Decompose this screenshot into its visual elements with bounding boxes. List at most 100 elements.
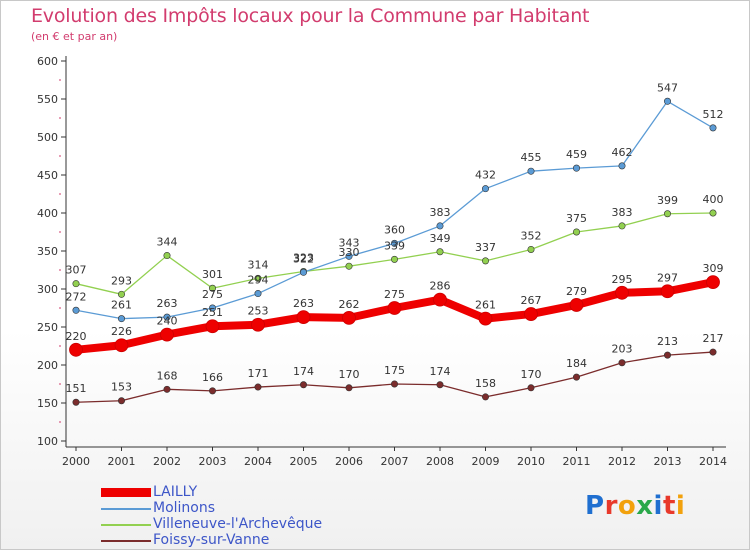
data-point xyxy=(572,228,580,236)
data-point xyxy=(663,97,671,105)
data-point xyxy=(345,262,353,270)
data-label: 261 xyxy=(111,299,132,312)
axes: 100 150 200 250 300 350 400 450 500 550 600 2000 200… xyxy=(37,55,727,468)
data-label: 213 xyxy=(657,335,678,348)
y-tick-label: 200 xyxy=(37,359,58,372)
data-point xyxy=(72,306,80,314)
x-tick-label: 2012 xyxy=(608,455,636,468)
data-point xyxy=(254,383,262,391)
data-point xyxy=(254,274,262,282)
data-label: 263 xyxy=(157,297,178,310)
data-point xyxy=(163,252,171,260)
data-point xyxy=(706,275,720,290)
data-label: 309 xyxy=(703,262,724,275)
data-point xyxy=(478,311,493,326)
x-tick-label: 2008 xyxy=(426,455,454,468)
data-point xyxy=(209,304,217,312)
data-point xyxy=(160,327,174,342)
y-tick-label: 450 xyxy=(37,169,58,182)
y-tick-label: 550 xyxy=(37,93,58,106)
data-label: 175 xyxy=(384,364,405,377)
data-point xyxy=(618,359,626,367)
data-label: 297 xyxy=(657,271,678,284)
chart-title: Evolution des Impôts locaux pour la Comm… xyxy=(31,5,590,27)
chart-subtitle: (en € et par an) xyxy=(31,30,118,43)
data-point xyxy=(569,298,584,312)
data-label: 220 xyxy=(66,330,87,343)
data-point xyxy=(390,255,398,263)
data-label: 158 xyxy=(475,377,496,390)
data-label: 279 xyxy=(566,285,587,298)
data-point xyxy=(524,307,538,321)
data-label: 217 xyxy=(703,332,724,345)
legend-swatch-foissy xyxy=(101,540,151,542)
data-point xyxy=(663,210,671,218)
legend-label-villeneuve: Villeneuve-l'Archevêque xyxy=(153,516,323,532)
data-label: 307 xyxy=(66,264,87,277)
x-tick-label: 2013 xyxy=(654,455,682,468)
data-label: 375 xyxy=(566,212,587,225)
data-label: 462 xyxy=(612,146,633,159)
logo-letter: P xyxy=(585,491,605,521)
data-point xyxy=(481,185,489,193)
logo-letter: t xyxy=(662,491,676,521)
data-labels-layer: 151 153 168 166 171 174 170 175 174 158 170 184 203 2… xyxy=(66,81,724,395)
data-point xyxy=(709,348,717,356)
series-layer xyxy=(69,97,720,406)
data-label: 151 xyxy=(66,382,87,395)
data-label: 512 xyxy=(703,108,724,121)
data-point xyxy=(709,209,717,217)
logo-letter: i xyxy=(675,491,686,521)
data-point xyxy=(163,313,171,321)
data-label: 251 xyxy=(202,306,223,319)
data-label: 275 xyxy=(384,288,405,301)
data-point xyxy=(299,381,307,389)
x-tick-label: 2007 xyxy=(381,455,409,468)
data-label: 330 xyxy=(339,246,360,259)
y-tick-label: 400 xyxy=(37,207,58,220)
x-tick-label: 2006 xyxy=(335,455,363,468)
data-point xyxy=(527,245,535,253)
data-label: 455 xyxy=(521,151,542,164)
data-point xyxy=(436,381,444,389)
logo-letter: r xyxy=(604,491,618,521)
data-point xyxy=(618,162,626,170)
data-point xyxy=(296,310,311,325)
data-label: 400 xyxy=(703,193,724,206)
data-label: 226 xyxy=(111,325,132,338)
y-tick-label: 600 xyxy=(37,55,58,68)
data-point xyxy=(663,351,671,359)
data-point xyxy=(72,280,80,288)
x-tick-label: 2004 xyxy=(244,455,272,468)
y-tick-label: 100 xyxy=(37,435,58,448)
data-label: 174 xyxy=(430,365,451,378)
data-point xyxy=(345,252,353,260)
data-label: 272 xyxy=(66,290,87,303)
x-tick-label: 2000 xyxy=(62,455,90,468)
data-label: 432 xyxy=(475,169,496,182)
data-label: 263 xyxy=(293,297,314,310)
legend-swatch-lailly xyxy=(101,488,151,497)
data-label: 253 xyxy=(248,305,269,318)
data-point xyxy=(69,342,83,357)
data-label: 275 xyxy=(202,288,223,301)
data-point xyxy=(254,290,262,298)
y-tick-label: 250 xyxy=(37,321,58,334)
data-label: 352 xyxy=(521,229,542,242)
data-label: 171 xyxy=(248,367,269,380)
data-point xyxy=(527,384,535,392)
y-tick-label: 350 xyxy=(37,245,58,258)
data-label: 170 xyxy=(521,368,542,381)
data-point xyxy=(251,317,265,332)
data-label: 383 xyxy=(430,206,451,219)
data-label: 153 xyxy=(111,381,132,394)
legend-label-molinons: Molinons xyxy=(153,500,216,516)
data-label: 262 xyxy=(339,298,360,311)
logo-letter: o xyxy=(617,491,637,521)
x-tick-label: 2010 xyxy=(517,455,545,468)
data-point xyxy=(163,385,171,393)
logo-letter: x xyxy=(636,491,654,521)
x-tick-label: 2005 xyxy=(290,455,318,468)
